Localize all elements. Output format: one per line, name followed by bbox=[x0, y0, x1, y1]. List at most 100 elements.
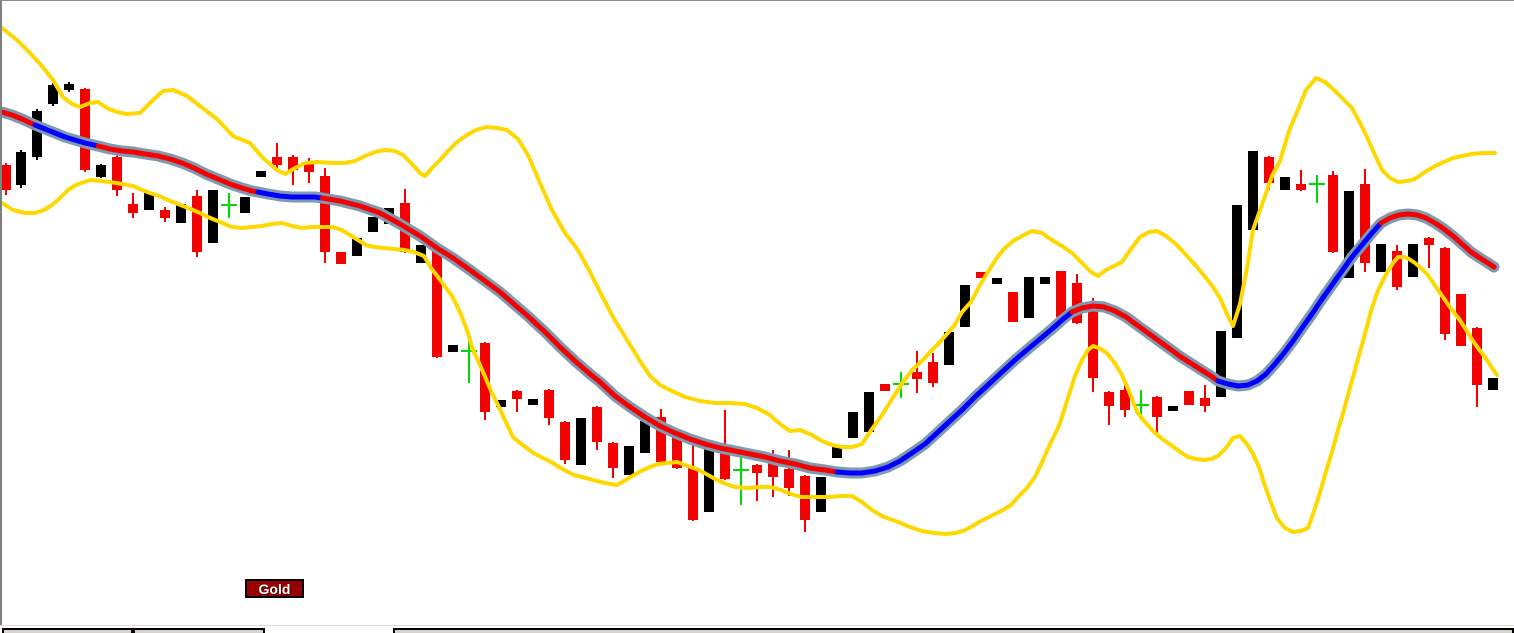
candle-body bbox=[128, 204, 138, 213]
candle-body bbox=[768, 463, 778, 477]
candle-body bbox=[1072, 283, 1082, 323]
candle-body bbox=[608, 443, 618, 468]
ma-segment-blue bbox=[255, 189, 325, 201]
candle-body bbox=[1168, 406, 1178, 411]
bottom-panel-fragment[interactable] bbox=[2, 628, 133, 633]
candle-body bbox=[1328, 175, 1338, 252]
candle-body bbox=[752, 465, 762, 473]
candle-body bbox=[880, 384, 890, 391]
candle-body bbox=[704, 445, 714, 512]
candle-body bbox=[1024, 277, 1034, 318]
candle-body bbox=[1344, 191, 1354, 278]
candle-body bbox=[272, 157, 282, 165]
candle-body bbox=[80, 89, 90, 170]
candle-body bbox=[1392, 251, 1402, 287]
candle-body bbox=[1424, 238, 1434, 245]
candle-body bbox=[1184, 391, 1194, 405]
ma-segment-red bbox=[1069, 303, 1221, 384]
candle-body bbox=[496, 400, 506, 407]
candle-body bbox=[1120, 390, 1130, 410]
candle-body bbox=[576, 418, 586, 465]
candle-body bbox=[688, 468, 698, 520]
candle-body bbox=[1008, 292, 1018, 322]
candle-body bbox=[528, 399, 538, 405]
candle-body bbox=[48, 85, 58, 104]
candle-body bbox=[928, 362, 938, 383]
candle-body bbox=[512, 391, 522, 399]
candle-body bbox=[112, 157, 122, 190]
candle-body bbox=[1, 165, 11, 190]
candle-body bbox=[192, 196, 202, 252]
candle-body bbox=[1296, 184, 1306, 190]
ma-segment-red bbox=[95, 143, 261, 195]
candle-body bbox=[352, 238, 362, 256]
candle-body bbox=[624, 446, 634, 475]
ma-segment-blue bbox=[834, 309, 1075, 476]
candle-body bbox=[1472, 328, 1482, 385]
ma-segment-red bbox=[1378, 211, 1497, 270]
candle-body bbox=[784, 469, 794, 488]
candle-body bbox=[1216, 331, 1226, 397]
bottom-panel-fragment[interactable] bbox=[393, 628, 1514, 633]
candle-body bbox=[1040, 277, 1050, 284]
candle-body bbox=[1232, 205, 1242, 338]
candle-body bbox=[992, 278, 1002, 284]
band-upper-line bbox=[0, 26, 1497, 449]
candle-body bbox=[208, 190, 218, 243]
candle-body bbox=[176, 204, 186, 223]
candle-body bbox=[592, 407, 602, 442]
candle-body bbox=[816, 477, 826, 512]
candle-body bbox=[864, 392, 874, 432]
candle-body bbox=[1152, 397, 1162, 417]
candle-body bbox=[256, 171, 266, 177]
candle-body bbox=[32, 111, 42, 157]
statusbar-separator bbox=[0, 625, 1514, 626]
candle-body bbox=[1088, 302, 1098, 378]
candle-body bbox=[656, 417, 666, 462]
candle-body bbox=[96, 165, 106, 177]
candle-body bbox=[288, 157, 298, 170]
candle-body bbox=[1264, 157, 1274, 183]
candle-body bbox=[1488, 378, 1498, 390]
candle-body bbox=[832, 447, 842, 458]
candle-body bbox=[720, 450, 730, 479]
ma-segment-blue bbox=[1215, 220, 1384, 389]
ma-segment-red bbox=[319, 195, 840, 475]
candle-body bbox=[240, 197, 250, 213]
candle-body bbox=[144, 192, 154, 210]
candle-body bbox=[448, 345, 458, 352]
candle-body bbox=[1376, 244, 1386, 272]
candle-body bbox=[848, 412, 858, 438]
candle-body bbox=[1104, 392, 1114, 406]
candle-body bbox=[544, 390, 554, 418]
candle-body bbox=[640, 421, 650, 453]
candle-body bbox=[336, 252, 346, 264]
candle-body bbox=[1200, 398, 1210, 406]
candle-body bbox=[944, 332, 954, 365]
candle-body bbox=[1056, 271, 1066, 317]
candle-body bbox=[976, 272, 986, 278]
candle-body bbox=[160, 210, 170, 218]
candle-body bbox=[64, 84, 74, 90]
candle-body bbox=[1280, 177, 1290, 190]
ma-segment-blue bbox=[32, 122, 101, 149]
band-lower-line bbox=[0, 178, 1499, 536]
candle-body bbox=[1440, 248, 1450, 334]
candle-body bbox=[304, 164, 314, 172]
candle-body bbox=[672, 430, 682, 468]
bottom-panel-fragment[interactable] bbox=[133, 628, 265, 633]
symbol-label[interactable]: Gold bbox=[245, 579, 304, 598]
candle-body bbox=[368, 217, 378, 232]
candle-body bbox=[1248, 151, 1258, 230]
candle-body bbox=[1360, 184, 1370, 263]
candle-body bbox=[560, 422, 570, 460]
candle-body bbox=[432, 250, 442, 357]
window-border-left bbox=[0, 0, 2, 626]
candle-body bbox=[912, 372, 922, 379]
candle-body bbox=[320, 176, 330, 252]
candle-body bbox=[16, 152, 26, 185]
ma-segment-red bbox=[0, 109, 38, 128]
window-border-top bbox=[0, 0, 1514, 1]
